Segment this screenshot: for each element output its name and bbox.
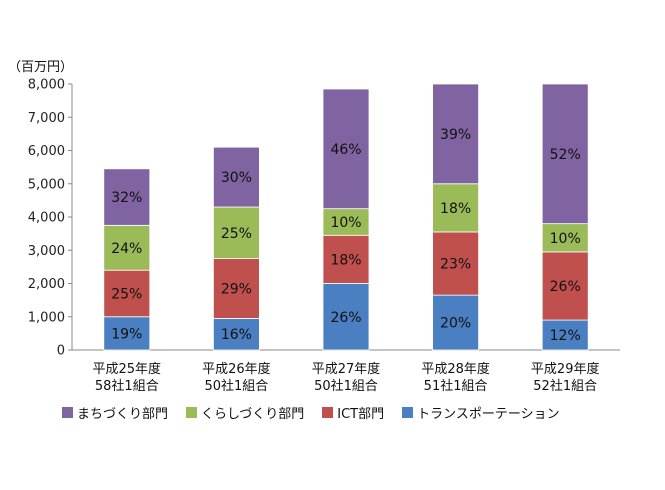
category-label-count: 52社1組合 bbox=[533, 378, 597, 394]
category-label-year: 平成29年度 bbox=[531, 361, 600, 377]
bars: 19% 25% 24% 32% 16% 29% 25% 30% 26% 18% 10% 46% 20% 2… bbox=[103, 83, 589, 351]
y-tick-label: 5,000 bbox=[28, 177, 65, 192]
category-label-year: 平成28年度 bbox=[421, 361, 490, 377]
legend-label: くらしづくり部門 bbox=[201, 407, 305, 422]
bar-segment bbox=[212, 258, 260, 319]
segment-percent-label: 26% bbox=[550, 279, 581, 295]
legend-label: ICT部門 bbox=[337, 407, 385, 422]
segment-percent-label: 16% bbox=[221, 327, 252, 343]
segment-percent-label: 30% bbox=[221, 170, 252, 186]
segment-percent-label: 39% bbox=[440, 127, 471, 143]
bar-segment bbox=[322, 208, 370, 236]
bar-segment bbox=[103, 316, 151, 351]
bar-segment bbox=[103, 224, 151, 271]
segment-percent-label: 52% bbox=[550, 147, 581, 163]
legend-swatch bbox=[186, 407, 198, 418]
segment-percent-label: 46% bbox=[330, 142, 361, 158]
y-axis: 0 1,000 2,000 3,000 4,000 5,000 6,000 7,000 8,00… bbox=[28, 78, 620, 359]
segment-percent-label: 10% bbox=[330, 215, 361, 231]
bar-segment bbox=[432, 231, 480, 296]
category-label-year: 平成27年度 bbox=[312, 361, 381, 377]
bar-segment bbox=[541, 319, 589, 351]
category-label-year: 平成25年度 bbox=[93, 361, 162, 377]
legend-item: トランスポーテーション bbox=[402, 403, 560, 422]
segment-percent-label: 32% bbox=[111, 190, 142, 206]
bar-segment bbox=[322, 88, 370, 210]
bar-segment bbox=[541, 83, 589, 225]
y-tick-label: 2,000 bbox=[28, 277, 65, 292]
y-tick-label: 4,000 bbox=[28, 211, 65, 226]
y-tick-label: 6,000 bbox=[28, 144, 65, 159]
segment-percent-label: 20% bbox=[440, 316, 471, 332]
bar-segment bbox=[103, 168, 151, 226]
segment-percent-label: 29% bbox=[221, 281, 252, 297]
segment-percent-label: 25% bbox=[111, 286, 142, 302]
bar-segment bbox=[322, 234, 370, 284]
legend-swatch bbox=[322, 407, 334, 418]
legend: まちづくり部門 くらしづくり部門 ICT部門 トランスポーテーション bbox=[62, 403, 560, 422]
legend-item: くらしづくり部門 bbox=[186, 403, 304, 422]
segment-percent-label: 12% bbox=[550, 328, 581, 344]
category-label-year: 平成26年度 bbox=[202, 361, 271, 377]
segment-percent-label: 10% bbox=[550, 231, 581, 247]
bar-segment bbox=[541, 223, 589, 253]
bar-segment bbox=[432, 183, 480, 233]
segment-percent-label: 19% bbox=[111, 326, 142, 342]
legend-item: ICT部門 bbox=[322, 403, 384, 422]
segment-percent-label: 18% bbox=[440, 201, 471, 217]
x-axis-categories: 平成25年度58社1組合平成26年度50社1組合平成27年度50社1組合平成28… bbox=[93, 361, 600, 394]
segment-percent-label: 26% bbox=[330, 310, 361, 326]
stacked-bar-chart: （百万円） 0 1,000 2,000 3,000 4,000 5,000 6,000 7,0… bbox=[8, 60, 620, 394]
legend-label: トランスポーテーション bbox=[417, 407, 560, 422]
category-label-count: 51社1組合 bbox=[424, 378, 488, 394]
segment-percent-label: 23% bbox=[440, 257, 471, 273]
bar-segment bbox=[432, 294, 480, 351]
category-label-count: 58社1組合 bbox=[95, 378, 159, 394]
legend-item: まちづくり部門 bbox=[62, 403, 168, 422]
legend-label: まちづくり部門 bbox=[77, 407, 169, 422]
y-tick-label: 8,000 bbox=[28, 78, 65, 93]
segment-percent-label: 25% bbox=[221, 226, 252, 242]
bar-segment bbox=[541, 251, 589, 321]
y-tick-label: 1,000 bbox=[28, 310, 65, 325]
bar-segment bbox=[322, 283, 370, 351]
bar-segment bbox=[212, 206, 260, 259]
category-label-count: 50社1組合 bbox=[314, 378, 378, 394]
y-tick-label: 7,000 bbox=[28, 111, 65, 126]
bar-segment bbox=[212, 146, 260, 208]
bar-segment bbox=[432, 83, 480, 185]
segment-percent-label: 18% bbox=[330, 252, 361, 268]
category-label-count: 50社1組合 bbox=[204, 378, 268, 394]
legend-swatch bbox=[62, 407, 73, 418]
bar-segment bbox=[103, 269, 151, 318]
segment-percent-label: 24% bbox=[111, 241, 142, 257]
legend-swatch bbox=[402, 407, 414, 418]
y-tick-label: 3,000 bbox=[28, 244, 65, 259]
unit-label: （百万円） bbox=[8, 60, 73, 75]
y-tick-label: 0 bbox=[57, 344, 65, 359]
